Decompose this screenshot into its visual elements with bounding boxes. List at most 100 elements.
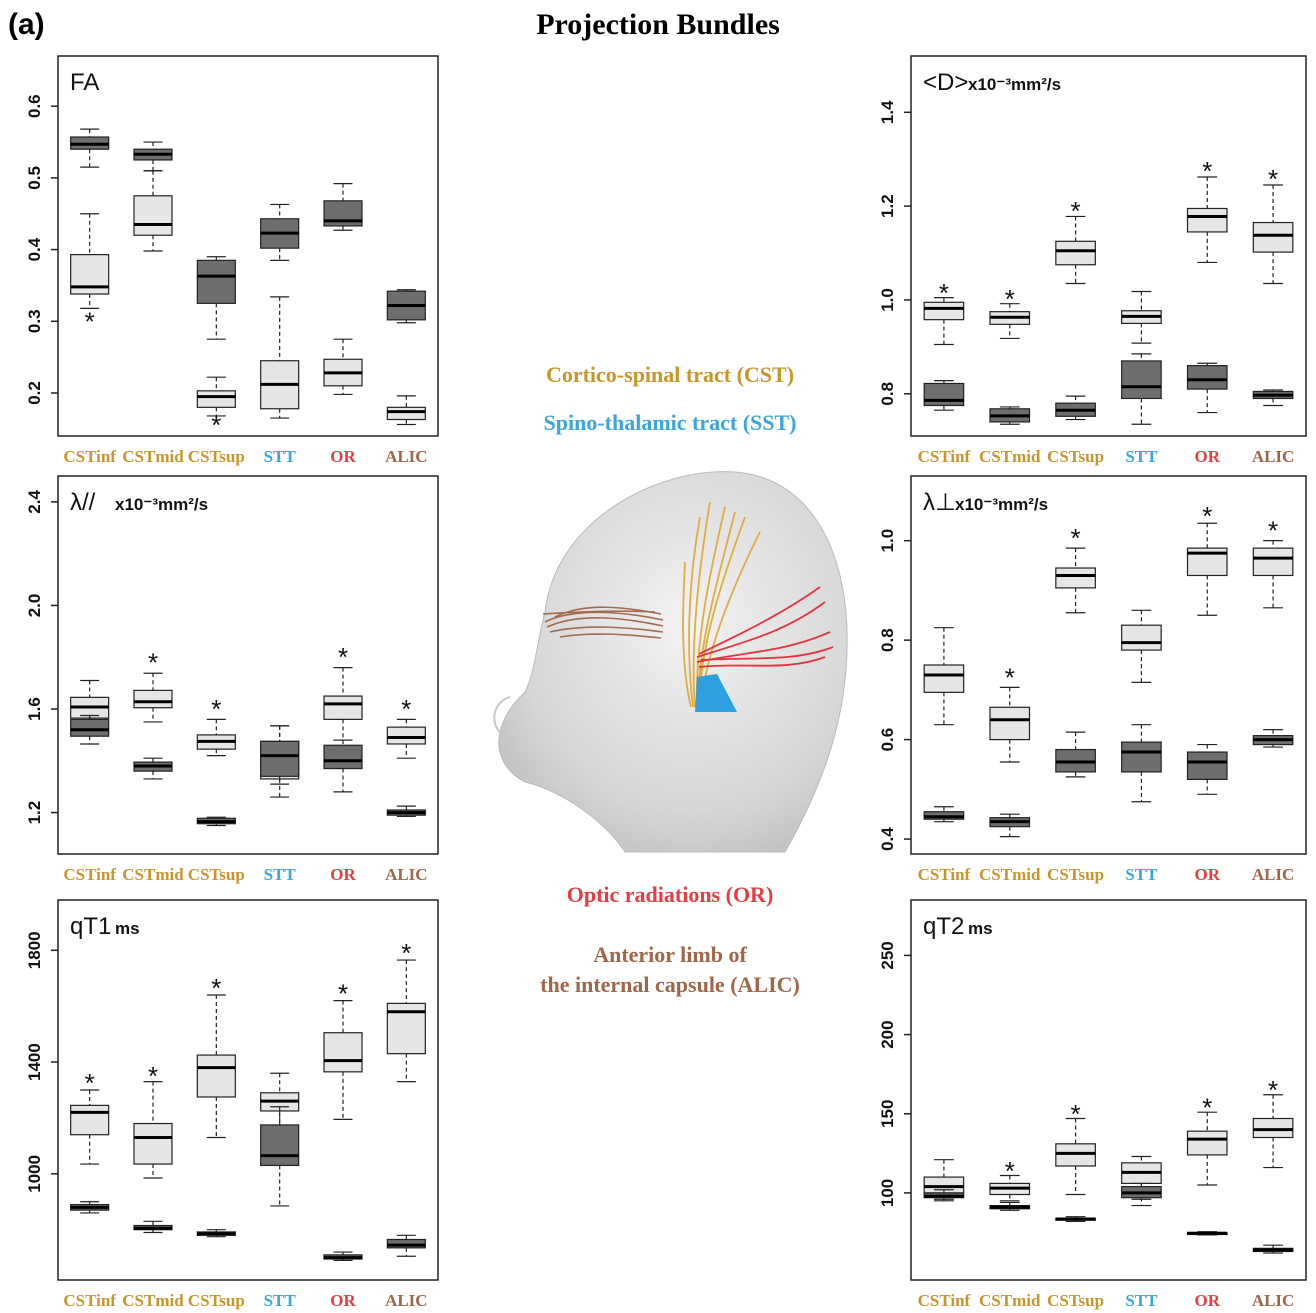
x-category-label: STT xyxy=(1125,865,1158,884)
box xyxy=(323,695,363,720)
significance-star: * xyxy=(338,979,348,1009)
y-tick-label: 1.0 xyxy=(878,529,897,553)
box xyxy=(1055,240,1096,266)
panel-unit: ms xyxy=(115,919,140,938)
x-category-label: STT xyxy=(264,1291,297,1310)
head-silhouette xyxy=(498,471,848,853)
x-category-label: ALIC xyxy=(1252,865,1295,884)
plot-frame xyxy=(910,55,1307,437)
chart-axial-diffusivity: 1.2 1.6 2.0 2.4 λ// x10⁻³mm²/s * * * * CSTinf CSTmi… xyxy=(25,475,439,884)
x-category-label: CSTsup xyxy=(1047,1291,1104,1310)
x-category-label: CSTinf xyxy=(63,447,116,466)
significance-star: * xyxy=(1071,523,1081,553)
y-tick-label: 1800 xyxy=(25,931,44,969)
significance-star: * xyxy=(1071,196,1081,226)
x-category-label: CSTmid xyxy=(979,447,1041,466)
box xyxy=(1252,221,1294,253)
box xyxy=(989,706,1031,741)
box xyxy=(133,689,173,709)
box xyxy=(133,195,173,236)
x-category-label: CSTmid xyxy=(979,1291,1041,1310)
box xyxy=(1055,567,1096,589)
y-tick-label: 0.5 xyxy=(25,166,44,190)
y-tick-label: 150 xyxy=(878,1100,897,1128)
significance-star: * xyxy=(211,410,221,440)
significance-star: * xyxy=(211,973,221,1003)
box xyxy=(1186,207,1228,233)
panel-unit: x10⁻³mm²/s xyxy=(115,495,208,514)
x-category-label: ALIC xyxy=(1252,1291,1295,1310)
y-tick-label: 1.2 xyxy=(25,801,44,825)
x-category-label: CSTmid xyxy=(122,865,184,884)
x-category-label: CSTsup xyxy=(188,447,245,466)
y-tick-label: 2.4 xyxy=(25,490,44,514)
alic-tract xyxy=(542,606,664,639)
y-tick-label: 2.0 xyxy=(25,594,44,618)
significance-star: * xyxy=(1202,156,1212,186)
x-category-label: CSTsup xyxy=(188,1291,245,1310)
box xyxy=(1252,547,1294,577)
significance-star: * xyxy=(1268,516,1278,546)
box xyxy=(923,301,965,321)
y-tick-label: 200 xyxy=(878,1020,897,1048)
panel-unit: x10⁻³mm²/s xyxy=(955,495,1048,514)
x-category-label: CSTinf xyxy=(918,447,971,466)
box xyxy=(1121,741,1162,773)
y-tick-label: 0.6 xyxy=(878,728,897,752)
chart-qt2: 100 150 200 250 qT2 ms * * * * CSTinf CSTmid CSTsup S… xyxy=(878,899,1307,1310)
significance-star: * xyxy=(401,694,411,724)
chart-mean-diffusivity: 0.8 1.0 1.2 1.4 <D> x10⁻³mm²/s * * * * * CSTinf CSTm… xyxy=(878,55,1307,466)
box xyxy=(386,726,426,745)
x-category-label: STT xyxy=(1125,447,1158,466)
x-category-label: CSTmid xyxy=(979,865,1041,884)
x-category-label: OR xyxy=(330,1291,356,1310)
y-tick-label: 0.6 xyxy=(25,94,44,118)
significance-star: * xyxy=(1005,284,1015,314)
significance-star: * xyxy=(148,1061,158,1091)
x-category-label: OR xyxy=(1195,447,1221,466)
y-tick-label: 0.4 xyxy=(878,827,897,851)
significance-star: * xyxy=(1005,662,1015,692)
panel-title: λ// xyxy=(70,489,96,516)
y-tick-label: 0.3 xyxy=(25,309,44,333)
legend-alic-line1: Anterior limb of xyxy=(593,942,747,967)
or-tract xyxy=(696,586,834,668)
y-tick-label: 1.2 xyxy=(878,194,897,218)
significance-star: * xyxy=(338,642,348,672)
x-category-label: ALIC xyxy=(1252,447,1295,466)
figure-title: Projection Bundles xyxy=(536,8,780,41)
significance-star: * xyxy=(401,938,411,968)
brain-tract-illustration xyxy=(493,471,848,853)
x-category-label: OR xyxy=(330,447,356,466)
significance-star: * xyxy=(1005,1156,1015,1186)
box xyxy=(260,740,300,777)
significance-star: * xyxy=(1202,501,1212,531)
x-category-label: OR xyxy=(1195,1291,1221,1310)
legend-cst: Cortico-spinal tract (CST) xyxy=(545,362,795,387)
x-category-label: CSTmid xyxy=(122,1291,184,1310)
box xyxy=(923,382,965,407)
x-category-label: ALIC xyxy=(385,865,428,884)
x-category-label: CSTinf xyxy=(918,865,971,884)
significance-star: * xyxy=(1071,1099,1081,1129)
panel-title: FA xyxy=(70,69,99,96)
box xyxy=(133,1122,173,1165)
x-category-label: ALIC xyxy=(385,447,428,466)
box xyxy=(1186,365,1228,390)
box xyxy=(70,718,110,737)
x-category-label: STT xyxy=(264,865,297,884)
panel-unit: x10⁻³mm²/s xyxy=(968,75,1061,94)
y-tick-label: 0.2 xyxy=(25,381,44,405)
y-tick-label: 1.4 xyxy=(878,100,897,124)
chart-fa: 0.2 0.3 0.4 0.5 0.6 FA * * CSTinf CSTmid CSTsup STT… xyxy=(25,55,439,466)
box xyxy=(1186,1130,1228,1156)
significance-star: * xyxy=(211,694,221,724)
x-category-label: CSTinf xyxy=(918,1291,971,1310)
x-category-label: CSTinf xyxy=(63,865,116,884)
x-category-label: CSTsup xyxy=(1047,447,1104,466)
box xyxy=(386,406,426,421)
box xyxy=(323,1032,363,1073)
plot-frame xyxy=(57,899,439,1281)
box xyxy=(1186,751,1228,780)
y-tick-label: 0.8 xyxy=(878,628,897,652)
